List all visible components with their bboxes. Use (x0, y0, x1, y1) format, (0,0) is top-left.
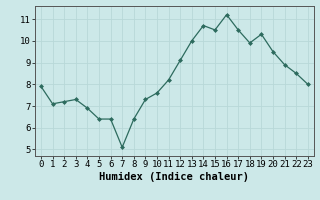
X-axis label: Humidex (Indice chaleur): Humidex (Indice chaleur) (100, 172, 249, 182)
